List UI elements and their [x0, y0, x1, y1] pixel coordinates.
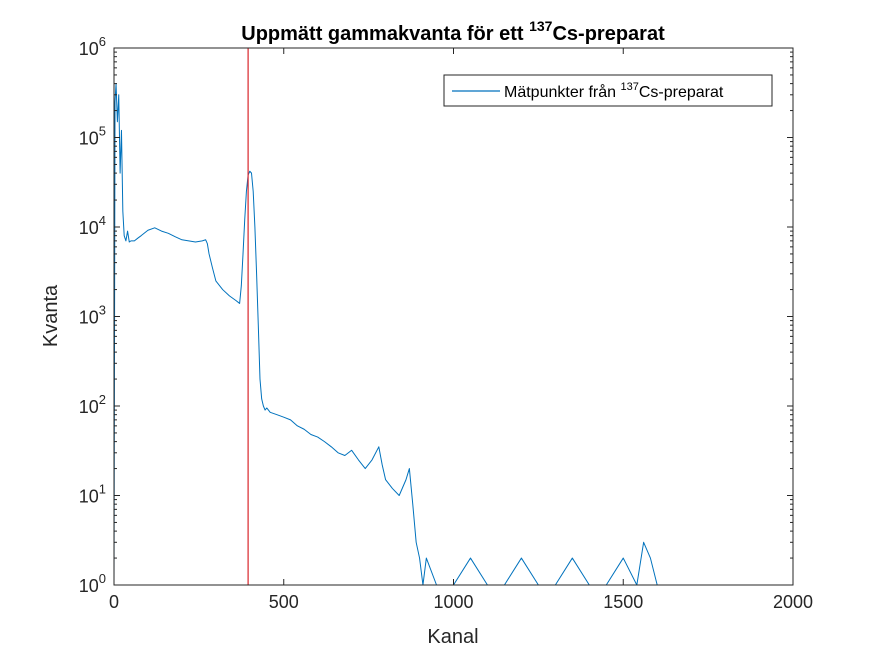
y-axis-label: Kvanta [40, 284, 62, 347]
x-axis-ticks: 0 500 1000 1500 2000 [109, 48, 813, 612]
x-tick-label-1: 500 [269, 592, 299, 612]
series-group [113, 83, 658, 586]
y-tick-label-2: 102 [79, 392, 106, 417]
y-tick-label-1: 101 [79, 482, 106, 507]
legend-entry-superscript: 137 [621, 81, 639, 93]
chart-title-superscript: 137 [529, 18, 553, 34]
x-axis-label: Kanal [427, 626, 478, 648]
y-tick-label-4: 104 [79, 213, 106, 238]
y-tick-label-0: 100 [79, 571, 106, 596]
x-tick-label-2: 1000 [433, 592, 473, 612]
chart-title-suffix: Cs-preparat [552, 23, 665, 45]
x-tick-label-3: 1500 [603, 592, 643, 612]
legend-entry-suffix: Cs-preparat [639, 84, 724, 101]
x-tick-label-4: 2000 [773, 592, 813, 612]
plot-area [114, 48, 793, 585]
chart-title: Uppmätt gammakvanta för ett 137Cs-prepar… [241, 18, 665, 45]
x-tick-label-0: 0 [109, 592, 119, 612]
y-tick-label-5: 105 [79, 124, 106, 149]
legend-entry-label: Mätpunkter från 137Cs-preparat [504, 81, 724, 101]
legend: Mätpunkter från 137Cs-preparat [443, 74, 773, 107]
chart-title-main: Uppmätt gammakvanta för ett [241, 23, 529, 45]
series-line-0 [113, 83, 658, 586]
y-tick-label-3: 103 [79, 303, 106, 328]
legend-entry-prefix: Mätpunkter från [504, 83, 621, 101]
y-tick-label-6: 106 [79, 34, 106, 59]
y-axis-ticks: 100 101 102 103 104 105 106 [79, 34, 793, 596]
